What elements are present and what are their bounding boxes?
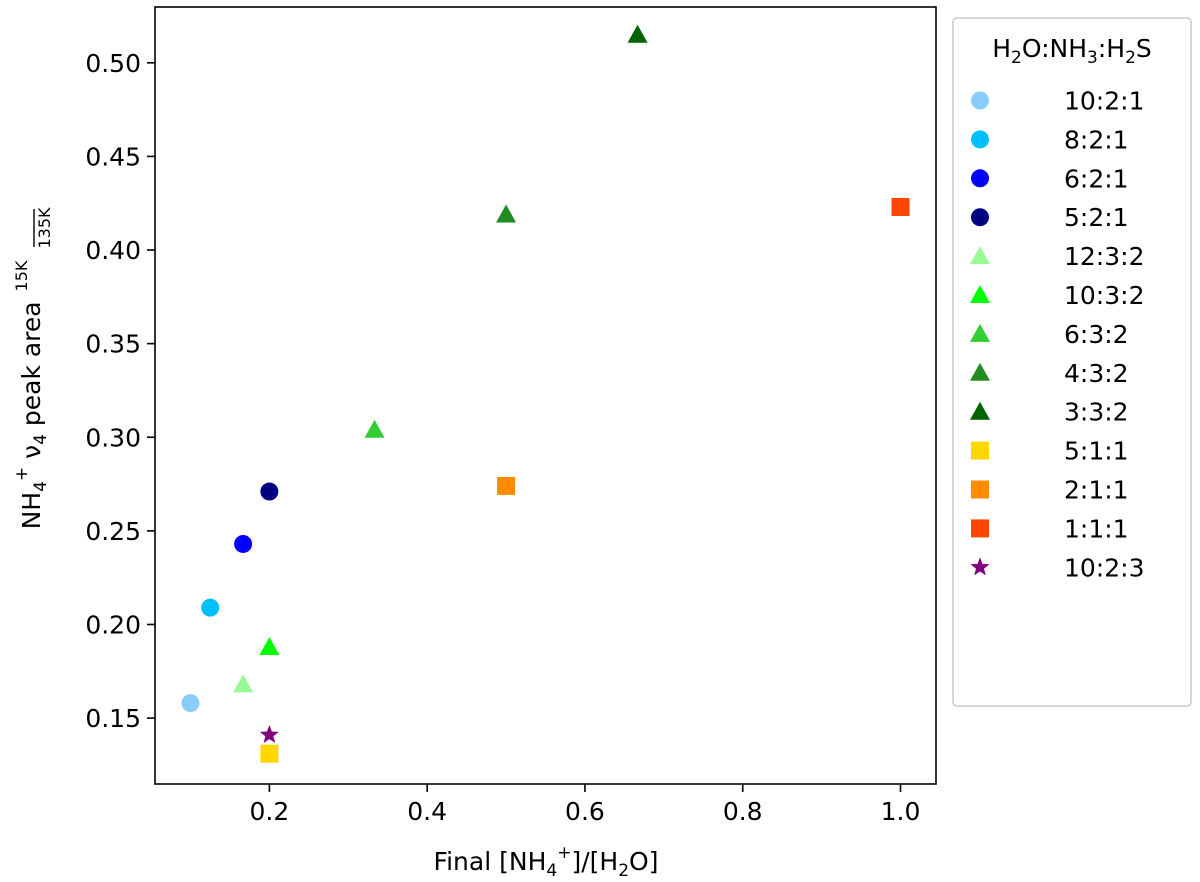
point-6-3-2 [364,419,385,438]
y-tick-label: 0.15 [85,704,141,733]
point-10-2-3 [259,724,279,744]
x-tick-label: 0.6 [565,797,605,826]
x-axis-label: Final [NH4+]/[H2O] [434,843,659,881]
y-tick-label: 0.50 [85,49,141,78]
x-tick-label: 0.4 [407,797,447,826]
legend: H2O:NH3:H2S 10:2:18:2:16:2:15:2:112:3:21… [952,17,1192,707]
x-tick-label: 0.8 [723,797,763,826]
y-tick-label: 0.45 [85,142,141,171]
plot-area [154,6,937,785]
point-10-3-2 [259,636,280,655]
legend-label: 8:2:1 [1064,125,1129,154]
x-axis-ticks: 0.2 0.4 0.6 0.8 1.0 [250,784,921,826]
legend-marker-10-2-3 [970,557,990,576]
legend-label: 2:1:1 [1064,476,1129,505]
legend-marker-10-2-1 [971,91,989,110]
legend-marker-5-1-1 [971,441,989,460]
y-tick-label: 0.25 [85,517,141,546]
x-tick-label: 0.2 [250,797,290,826]
data-points [181,24,910,763]
legend-marker-3-3-2 [970,401,990,420]
legend-marker-8-2-1 [971,130,989,149]
y-axis-ticks: 0.15 0.20 0.25 0.30 0.35 0.40 0.45 0.50 [85,49,155,733]
legend-label: 10:3:2 [1064,281,1144,310]
legend-label: 4:3:2 [1064,359,1129,388]
point-2-1-1 [497,476,516,495]
legend-label: 6:2:1 [1064,164,1129,193]
point-5-2-1 [260,482,279,501]
point-5-1-1 [260,744,279,763]
legend-label: 5:1:1 [1064,437,1129,466]
point-6-2-1 [234,534,253,553]
svg-text:NH4+ ν4 peak area 15K: NH4+ ν4 peak area 15K [12,260,51,529]
svg-text:135K: 135K [35,207,54,249]
legend-label: 1:1:1 [1064,514,1129,543]
legend-marker-6-2-1 [971,169,989,188]
y-tick-label: 0.40 [85,236,141,265]
legend-label: 12:3:2 [1064,242,1144,271]
y-axis-label-fraction: 135K [33,207,54,249]
legend-marker-10-3-2 [970,285,990,303]
legend-label: 10:2:3 [1064,553,1144,582]
legend-marker-2-1-1 [971,480,989,499]
y-tick-label: 0.35 [85,330,141,359]
legend-label: 3:3:2 [1064,398,1129,427]
point-3-3-2 [627,24,648,43]
point-4-3-2 [496,204,517,223]
point-10-2-1 [181,694,200,713]
y-tick-label: 0.30 [85,423,141,452]
legend-marker-1-1-1 [971,519,989,538]
legend-marker-4-3-2 [970,362,990,381]
x-tick-label: 1.0 [881,797,921,826]
legend-label: 6:3:2 [1064,320,1129,349]
legend-label: 5:2:1 [1064,203,1129,232]
legend-marker-12-3-2 [970,246,990,265]
legend-entries: 10:2:1 8:2:1 6:2:1 5:2:1 12:3:2 10:3:2 6:3:2 4:… [970,87,1144,582]
legend-marker-5-2-1 [971,208,989,227]
point-12-3-2 [233,674,254,693]
point-8-2-1 [201,598,220,617]
y-axis-label: NH4+ ν4 peak area 15K [12,260,51,529]
legend-label: 10:2:1 [1064,87,1144,116]
legend-title: H2O:NH3:H2S [992,34,1152,68]
y-tick-label: 0.20 [85,610,141,639]
point-1-1-1 [891,197,910,216]
legend-marker-6-3-2 [970,323,990,342]
legend-frame [952,17,1192,707]
